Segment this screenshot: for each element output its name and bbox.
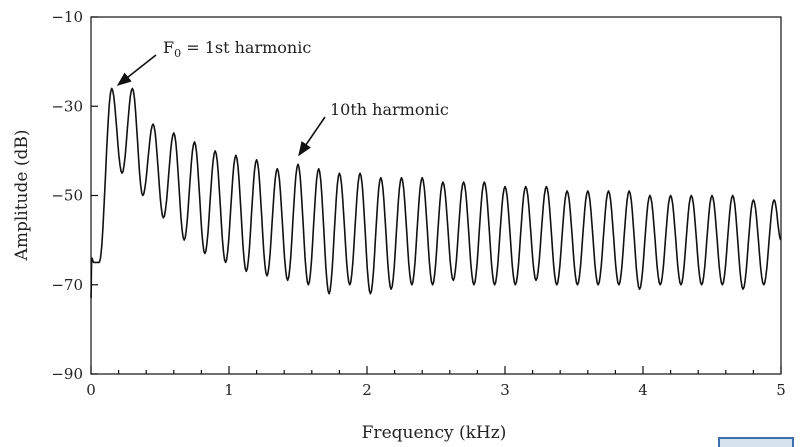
annotation-label: 10th harmonic — [330, 100, 449, 119]
annotation-arrow — [116, 54, 157, 86]
annotation-arrow — [298, 116, 326, 157]
plot-frame — [90, 16, 782, 375]
x-tick-label: 1 — [224, 381, 234, 399]
x-tick-label: 5 — [776, 381, 786, 399]
y-tick-label: −10 — [51, 8, 83, 26]
annotation-first-harmonic: F0 = 1st harmonic — [116, 38, 311, 86]
x-axis-ticks: 0 1 2 3 4 5 — [86, 366, 786, 399]
y-tick-label: −70 — [51, 276, 83, 294]
window-corner-widget — [718, 437, 794, 447]
annotation-label: F0 = 1st harmonic — [163, 38, 311, 60]
y-tick-label: −30 — [51, 97, 83, 115]
x-tick-label: 4 — [638, 381, 648, 399]
x-axis-title: Frequency (kHz) — [362, 423, 507, 443]
annotation-tenth-harmonic: 10th harmonic — [298, 100, 449, 157]
y-tick-label: −50 — [51, 187, 83, 205]
spectrum-series-line — [90, 87, 782, 299]
x-tick-label: 0 — [86, 381, 96, 399]
y-axis-ticks: −10 −30 −50 −70 −90 — [51, 8, 98, 383]
y-tick-label: −90 — [51, 365, 83, 383]
x-tick-label: 2 — [362, 381, 372, 399]
y-axis-title: Amplitude (dB) — [12, 130, 32, 262]
x-tick-label: 3 — [500, 381, 510, 399]
